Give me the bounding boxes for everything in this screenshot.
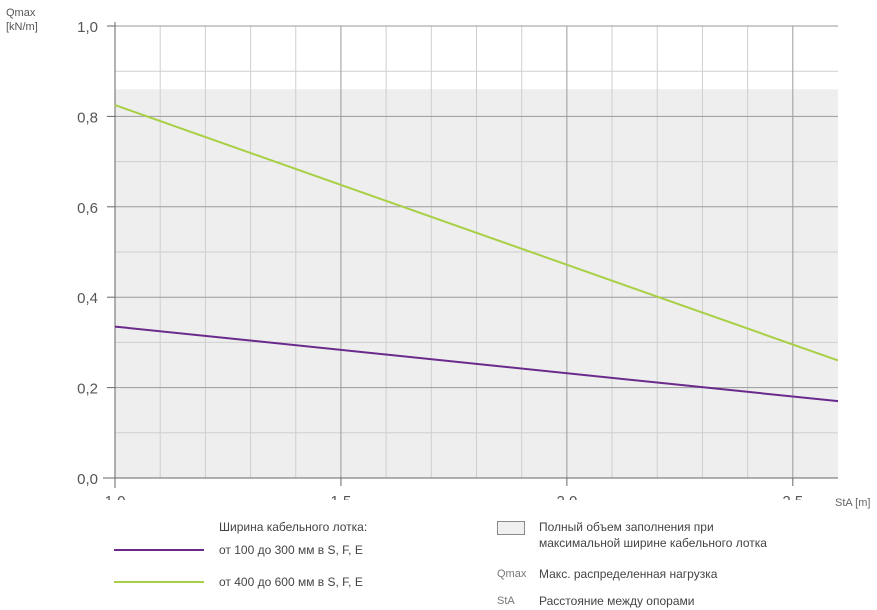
y-tick-label: 0,4 [77,290,98,307]
series-line-1 [114,325,839,403]
sta-desc: Расстояние между опорами [539,594,695,608]
x-tick-label: 1,5 [331,493,352,500]
legend-fill-label-line1: Полный объем заполнения при [539,520,714,534]
x-tick-label: 2,5 [782,493,803,500]
y-axis-label-line1: Qmax [6,7,36,19]
tick-labels: 0,0 0,2 0,4 0,6 0,8 1,0 1,0 1,5 2,0 2,5 [77,19,803,500]
sta-abbr: StA [497,595,515,607]
legend-series-1: от 100 до 300 мм в S, F, E [219,543,363,557]
major-gridlines [115,25,838,478]
x-tick-label: 1,0 [105,493,126,500]
x-tick-label: 2,0 [556,493,577,500]
qmax-desc: Макс. распределенная нагрузка [539,567,718,581]
minor-gridlines [115,26,838,478]
legend-fill-swatch [497,521,525,535]
y-tick-label: 0,6 [77,200,98,217]
y-axis-label: Qmax [kN/m] [6,6,38,34]
legend-title: Ширина кабельного лотка: [219,520,368,534]
y-axis-label-line2: [kN/m] [6,21,38,33]
legend-series-2: от 400 до 600 мм в S, F, E [219,575,363,589]
legend-swatch-purple [114,549,204,551]
y-tick-label: 1,0 [77,19,98,36]
legend-fill-label: Полный объем заполнения при максимальной… [539,519,767,551]
qmax-abbr: Qmax [497,568,527,580]
x-axis-label: StA [m] [835,497,871,509]
series-line-2 [114,104,839,362]
y-tick-label: 0,8 [77,109,98,126]
series-lines [114,104,839,403]
line-chart: 0,0 0,2 0,4 0,6 0,8 1,0 1,0 1,5 2,0 2,5 [77,19,839,500]
legend-swatch-green [114,581,204,583]
y-tick-label: 0,0 [77,471,98,488]
y-tick-label: 0,2 [77,381,98,398]
axes [103,22,838,488]
legend-fill-label-line2: максимальной ширине кабельного лотка [539,536,767,550]
